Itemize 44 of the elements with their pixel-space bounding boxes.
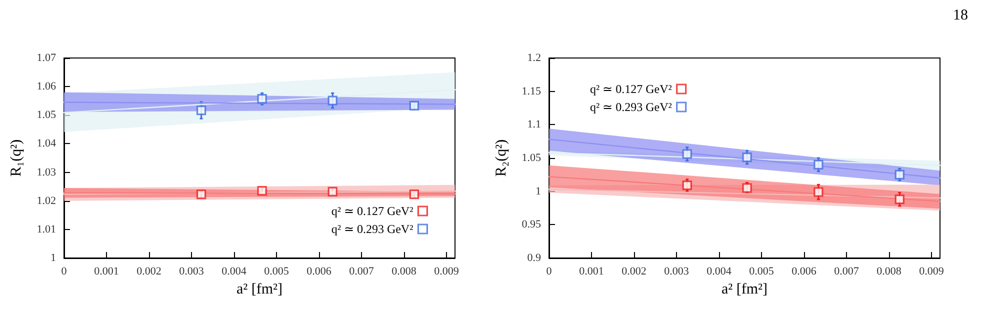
x-tick-label: 0 <box>546 266 552 278</box>
x-tick-label: 0.002 <box>622 266 646 278</box>
y-tick-label: 1.05 <box>36 109 56 122</box>
x-tick-label: 0.004 <box>222 266 247 278</box>
y-tick-label: 1 <box>536 185 541 198</box>
y-tick-label: 1.02 <box>36 194 56 207</box>
x-tick-label: 0.003 <box>179 266 204 278</box>
y-axis-title: R₂(q²) <box>494 139 510 177</box>
x-tick-label: 0.001 <box>579 266 604 278</box>
x-tick-label: 0.008 <box>876 266 902 278</box>
x-tick-label: 0.002 <box>136 266 162 278</box>
x-tick-label: 0.007 <box>834 266 860 278</box>
legend-label: q² ≃ 0.127 GeV² <box>590 82 672 96</box>
x-tick-label: 0.005 <box>749 266 774 278</box>
x-tick-label: 0.006 <box>306 266 332 278</box>
x-tick-label: 0.003 <box>664 266 690 278</box>
x-tick-label: 0 <box>61 266 68 278</box>
y-tick-label: 1.2 <box>527 52 541 64</box>
x-axis-title: a² [fm²] <box>236 281 283 298</box>
y-tick-label: 1.1 <box>527 118 541 131</box>
y-tick-label: 1.15 <box>522 85 542 98</box>
y-tick-label: 1.05 <box>522 152 542 164</box>
x-tick-label: 0.001 <box>94 266 119 278</box>
text: 18 <box>953 8 968 24</box>
x-tick-label: 0.004 <box>706 266 732 278</box>
y-tick-label: 1.04 <box>36 138 56 150</box>
y-tick-label: 0.95 <box>522 218 542 231</box>
y-tick-label: 1.01 <box>36 223 56 236</box>
x-tick-label: 0.008 <box>392 266 417 278</box>
x-tick-label: 0.009 <box>919 266 944 278</box>
legend-label: q² ≃ 0.293 GeV² <box>590 100 672 114</box>
y-axis-title: R₁(q²) <box>8 139 24 177</box>
legend-label: q² ≃ 0.293 GeV² <box>331 222 414 236</box>
x-tick-label: 0.005 <box>264 266 290 278</box>
y-tick-label: 1 <box>50 252 56 264</box>
x-axis-title: a² [fm²] <box>721 281 768 298</box>
y-tick-label: 1.06 <box>36 80 56 93</box>
y-tick-label: 0.9 <box>527 252 542 264</box>
legend-label: q² ≃ 0.127 GeV² <box>331 204 414 218</box>
x-tick-label: 0.009 <box>434 266 460 278</box>
x-tick-label: 0.007 <box>349 266 374 278</box>
y-tick-label: 1.03 <box>36 166 56 178</box>
y-tick-label: 1.07 <box>36 52 56 64</box>
x-tick-label: 0.006 <box>792 266 817 278</box>
